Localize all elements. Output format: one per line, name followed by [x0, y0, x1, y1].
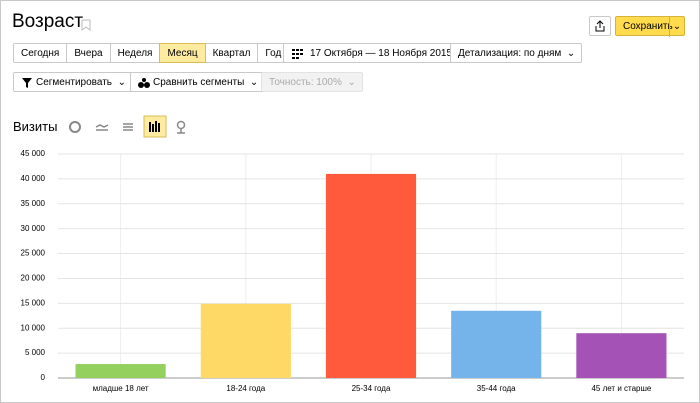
- period-button[interactable]: Сегодня: [13, 43, 68, 63]
- detail-dropdown[interactable]: Детализация: по дням ⌄: [450, 43, 583, 63]
- line-icon[interactable]: [95, 124, 109, 131]
- chart-type-switcher: [69, 115, 186, 138]
- x-tick-label: 25-34 года: [352, 384, 391, 393]
- save-button[interactable]: Сохранить ⌄: [615, 16, 685, 37]
- chart: 0 5 000 10 000 15 000 20 000 25 000 30 000 35 0…: [21, 149, 684, 393]
- accuracy-dropdown: Точность: 100% ⌄: [261, 72, 363, 92]
- date-range-button[interactable]: 17 Октября — 18 Ноября 2015: [283, 43, 461, 63]
- save-label: Сохранить: [623, 21, 673, 32]
- x-tick-label: 45 лет и старше: [591, 384, 651, 393]
- accuracy-label: Точность: 100%: [269, 77, 342, 88]
- y-tick-label: 20 000: [21, 274, 46, 283]
- y-tick-label: 40 000: [21, 174, 46, 183]
- bookmark-icon[interactable]: [81, 19, 91, 31]
- bar: [75, 364, 166, 378]
- bar: [200, 303, 291, 378]
- y-tick-label: 10 000: [21, 323, 46, 332]
- period-button[interactable]: Неделя: [109, 43, 161, 63]
- bar: [325, 173, 417, 378]
- y-tick-label: 45 000: [21, 149, 46, 158]
- compare-label: Сравнить сегменты: [153, 77, 245, 88]
- x-tick-label: 18-24 года: [226, 384, 265, 393]
- y-tick-label: 15 000: [21, 298, 46, 307]
- period-button[interactable]: Месяц: [159, 43, 206, 63]
- x-tick-label: младше 18 лет: [93, 384, 149, 393]
- segment-label: Сегментировать: [36, 77, 113, 88]
- map-icon[interactable]: [176, 120, 186, 134]
- y-tick-label: 30 000: [21, 224, 46, 233]
- pie-icon[interactable]: [69, 121, 81, 133]
- area-icon[interactable]: [123, 123, 133, 131]
- date-range: 17 Октября — 18 Ноября 2015: [310, 48, 453, 59]
- metric-title: Визиты: [13, 119, 58, 134]
- compare-button[interactable]: Сравнить сегменты ⌄: [130, 72, 266, 92]
- bar: [576, 333, 667, 378]
- period-button[interactable]: Квартал: [204, 43, 259, 63]
- y-tick-label: 35 000: [21, 199, 46, 208]
- x-tick-label: 35-44 года: [477, 384, 516, 393]
- y-tick-label: 5 000: [25, 348, 46, 357]
- page-title: Возраст: [12, 11, 84, 32]
- segment-button[interactable]: Сегментировать ⌄: [13, 72, 134, 92]
- bar: [451, 310, 542, 378]
- period-button[interactable]: Вчера: [66, 43, 111, 63]
- detail-label: Детализация: по дням: [458, 48, 562, 59]
- period-group: Сегодня Вчера Неделя Месяц Квартал Год: [13, 43, 290, 63]
- y-tick-label: 25 000: [21, 249, 46, 258]
- y-tick-label: 0: [41, 373, 46, 382]
- export-button[interactable]: [589, 16, 611, 36]
